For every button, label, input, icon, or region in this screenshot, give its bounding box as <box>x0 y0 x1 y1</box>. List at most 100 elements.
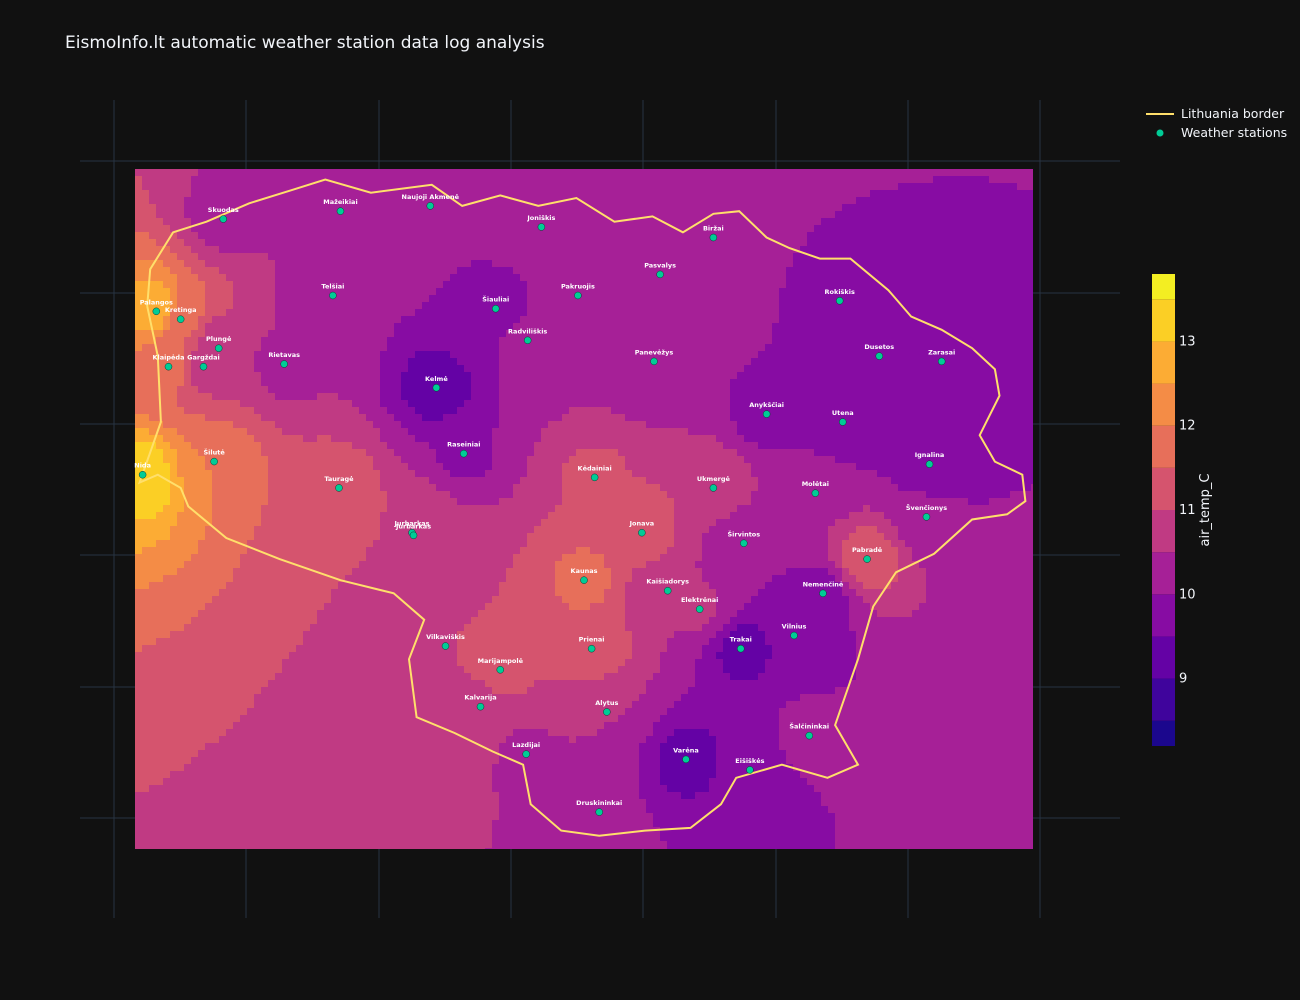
contour-cell <box>135 435 143 443</box>
contour-cell <box>611 232 619 240</box>
contour-cell <box>989 246 997 254</box>
contour-cell <box>828 274 836 282</box>
contour-cell <box>373 358 381 366</box>
contour-cell <box>926 379 934 387</box>
contour-cell <box>352 428 360 436</box>
contour-cell <box>282 435 290 443</box>
contour-cell <box>289 204 297 212</box>
contour-cell <box>807 428 815 436</box>
contour-cell <box>373 309 381 317</box>
contour-cell <box>513 190 521 198</box>
contour-cell <box>324 190 332 198</box>
contour-cell <box>366 302 374 310</box>
contour-cell <box>219 344 227 352</box>
contour-cell <box>401 274 409 282</box>
contour-cell <box>576 393 584 401</box>
contour-cell <box>646 316 654 324</box>
contour-cell <box>408 421 416 429</box>
contour-cell <box>968 253 976 261</box>
contour-cell <box>954 316 962 324</box>
contour-cell <box>807 281 815 289</box>
contour-cell <box>842 253 850 261</box>
contour-cell <box>653 246 661 254</box>
contour-cell <box>688 239 696 247</box>
contour-cell <box>835 379 843 387</box>
contour-cell <box>933 337 941 345</box>
contour-cell <box>856 190 864 198</box>
contour-cell <box>457 302 465 310</box>
contour-cell <box>415 302 423 310</box>
contour-cell <box>898 372 906 380</box>
contour-cell <box>842 344 850 352</box>
contour-cell <box>751 183 759 191</box>
contour-cell <box>1003 344 1011 352</box>
contour-cell <box>779 288 787 296</box>
contour-cell <box>485 372 493 380</box>
contour-cell <box>751 316 759 324</box>
contour-cell <box>415 414 423 422</box>
contour-cell <box>716 407 724 415</box>
contour-cell <box>898 316 906 324</box>
contour-cell <box>1024 232 1032 240</box>
contour-cell <box>331 323 339 331</box>
contour-cell <box>786 253 794 261</box>
contour-cell <box>940 344 948 352</box>
contour-cell <box>408 393 416 401</box>
contour-cell <box>170 309 178 317</box>
contour-cell <box>604 253 612 261</box>
contour-cell <box>982 316 990 324</box>
contour-cell <box>674 435 682 443</box>
contour-cell <box>499 288 507 296</box>
contour-cell <box>163 330 171 338</box>
contour-cell <box>583 190 591 198</box>
contour-cell <box>947 246 955 254</box>
contour-cell <box>604 176 612 184</box>
contour-cell <box>303 183 311 191</box>
contour-cell <box>793 344 801 352</box>
contour-cell <box>345 309 353 317</box>
contour-cell <box>184 274 192 282</box>
contour-cell <box>233 295 241 303</box>
contour-cell <box>821 190 829 198</box>
contour-cell <box>597 386 605 394</box>
contour-cell <box>569 281 577 289</box>
contour-cell <box>464 302 472 310</box>
contour-cell <box>380 232 388 240</box>
contour-cell <box>275 379 283 387</box>
contour-cell <box>450 302 458 310</box>
contour-cell <box>926 344 934 352</box>
contour-cell <box>898 246 906 254</box>
contour-cell <box>744 372 752 380</box>
contour-cell <box>415 386 423 394</box>
contour-cell <box>324 400 332 408</box>
contour-cell <box>527 295 535 303</box>
contour-cell <box>975 337 983 345</box>
contour-cell <box>212 379 220 387</box>
contour-cell <box>870 323 878 331</box>
contour-cell <box>954 386 962 394</box>
contour-cell <box>338 351 346 359</box>
contour-cell <box>324 169 332 177</box>
contour-cell <box>940 218 948 226</box>
contour-cell <box>415 365 423 373</box>
contour-cell <box>604 344 612 352</box>
contour-cell <box>982 253 990 261</box>
contour-cell <box>898 288 906 296</box>
contour-cell <box>275 330 283 338</box>
contour-cell <box>786 358 794 366</box>
contour-cell <box>296 239 304 247</box>
contour-cell <box>422 386 430 394</box>
contour-cell <box>471 267 479 275</box>
contour-cell <box>366 316 374 324</box>
contour-cell <box>828 358 836 366</box>
contour-cell <box>471 414 479 422</box>
contour-cell <box>681 351 689 359</box>
contour-cell <box>758 225 766 233</box>
contour-cell <box>989 323 997 331</box>
contour-cell <box>422 421 430 429</box>
contour-cell <box>436 421 444 429</box>
contour-cell <box>562 400 570 408</box>
contour-cell <box>205 309 213 317</box>
contour-cell <box>135 428 143 436</box>
